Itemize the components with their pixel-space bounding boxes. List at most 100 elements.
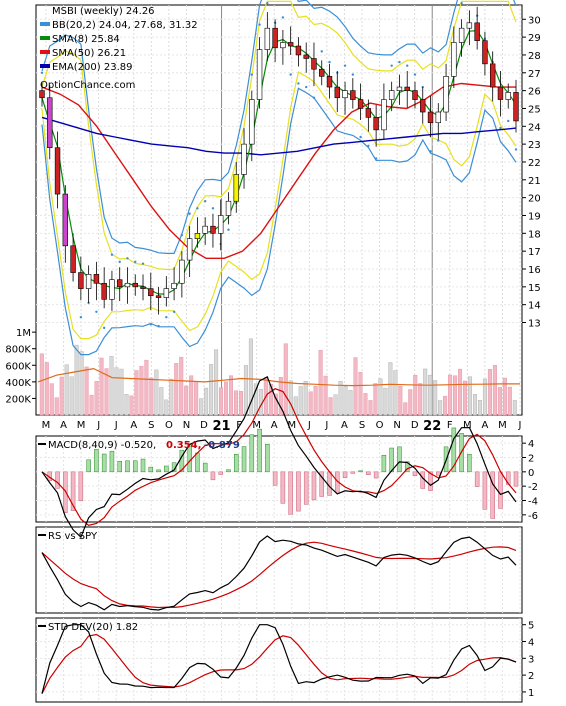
legend-swatch-ema200 xyxy=(40,64,50,68)
volume-bar xyxy=(328,397,333,416)
month-tick-label: N xyxy=(393,420,400,431)
volume-bar xyxy=(179,356,184,416)
candle-body xyxy=(458,27,465,43)
volume-bar xyxy=(189,375,194,416)
volume-bar xyxy=(438,400,443,416)
month-tick-label: F xyxy=(236,420,242,431)
macd-histogram-bar xyxy=(482,471,488,510)
psar-dot xyxy=(406,64,409,67)
month-tick-label: S xyxy=(148,420,154,431)
macd-histogram-bar xyxy=(366,471,371,475)
candle-body xyxy=(241,143,247,175)
macd-histogram-bar xyxy=(373,471,379,479)
price-tick-label: 18 xyxy=(528,229,541,240)
candle-body xyxy=(140,286,146,289)
volume-bar xyxy=(159,387,164,416)
month-tick-label: N xyxy=(183,420,190,431)
psar-dot xyxy=(304,85,308,89)
candle-body xyxy=(249,99,255,145)
month-tick-label: A xyxy=(130,420,137,431)
bb-lower-line xyxy=(41,87,517,356)
volume-bar xyxy=(323,375,328,416)
macd-histogram-bar xyxy=(226,469,231,473)
macd-histogram-bar xyxy=(311,471,317,501)
volume-bar xyxy=(233,390,238,416)
macd-histogram-bar xyxy=(257,428,262,473)
macd-histogram-bar xyxy=(86,459,91,473)
volume-bar xyxy=(149,377,154,416)
volume-bar xyxy=(482,378,487,416)
volume-bar xyxy=(298,386,303,416)
psar-dot xyxy=(157,324,160,328)
stddev-tick-label: 1 xyxy=(528,688,534,699)
psar-dot xyxy=(149,323,152,326)
volume-bar xyxy=(348,390,353,416)
volume-bar xyxy=(184,385,189,416)
volume-bar xyxy=(229,375,234,416)
volume-bar xyxy=(443,395,448,416)
candle-body xyxy=(78,272,84,289)
macd-histogram-bar xyxy=(101,453,107,473)
volume-bar xyxy=(248,338,253,416)
candle-body xyxy=(513,92,519,122)
month-tick-label: A xyxy=(60,420,67,431)
volume-bar xyxy=(219,387,224,416)
macd-histogram-bar xyxy=(342,471,348,479)
macd-histogram-bar xyxy=(241,446,247,473)
month-tick-label: A xyxy=(271,420,278,431)
psar-dot xyxy=(180,233,184,237)
watermark: OptionChance.com xyxy=(40,80,135,91)
volume-bar xyxy=(109,356,114,416)
volume-bar xyxy=(164,399,169,416)
candle-body xyxy=(264,27,271,50)
psar-dot xyxy=(328,60,331,64)
volume-bar xyxy=(313,385,318,416)
macd-histogram-bar xyxy=(55,471,60,489)
macd-tick-label: 2 xyxy=(528,454,534,465)
candle-body xyxy=(474,22,480,41)
month-tick-label: 21 xyxy=(213,419,231,434)
volume-bar xyxy=(408,389,413,416)
macd-histogram-bar xyxy=(389,447,394,473)
candle-body xyxy=(287,42,294,47)
volume-bar xyxy=(458,368,463,416)
stddev-panel-frame xyxy=(35,617,523,703)
psar-dot xyxy=(126,257,129,260)
macd-histogram-bar xyxy=(412,471,418,476)
psar-dot xyxy=(460,2,463,5)
month-tick-label: M xyxy=(287,420,296,431)
candle-body xyxy=(272,27,278,49)
macd-histogram-bar xyxy=(132,460,138,473)
volume-bar xyxy=(353,357,358,416)
psar-dot xyxy=(374,157,378,160)
candle-body xyxy=(443,76,449,113)
macd-histogram-bar xyxy=(156,469,161,473)
macd-histogram-bar xyxy=(164,465,169,473)
chart-title: MSBI (weekly) 24.26 xyxy=(52,6,155,17)
macd-histogram-bar xyxy=(272,471,278,486)
macd-histogram-bar xyxy=(296,471,301,512)
volume-bar xyxy=(502,377,507,416)
candle-body xyxy=(497,86,504,100)
volume-bar xyxy=(243,365,248,416)
legend-swatch-sma50 xyxy=(40,50,50,54)
volume-bar xyxy=(278,376,283,416)
volume-bar xyxy=(59,376,64,416)
volume-bar xyxy=(428,374,433,416)
volume-bar xyxy=(214,349,219,416)
month-tick-label: M xyxy=(498,420,507,431)
macd-histogram-bar xyxy=(436,471,441,476)
psar-dot xyxy=(413,73,417,76)
price-tick-label: 20 xyxy=(528,194,541,205)
macd-histogram-bar xyxy=(358,470,363,473)
candle-body xyxy=(427,111,434,124)
candle-body xyxy=(280,42,286,49)
macd-histogram-bar xyxy=(210,471,216,481)
volume-bar xyxy=(373,383,378,416)
price-tick-label: 16 xyxy=(528,265,541,276)
volume-bar xyxy=(333,394,338,416)
macd-histogram-bar xyxy=(498,471,503,509)
volume-bar xyxy=(169,378,174,416)
price-tick-label: 28 xyxy=(528,51,541,62)
